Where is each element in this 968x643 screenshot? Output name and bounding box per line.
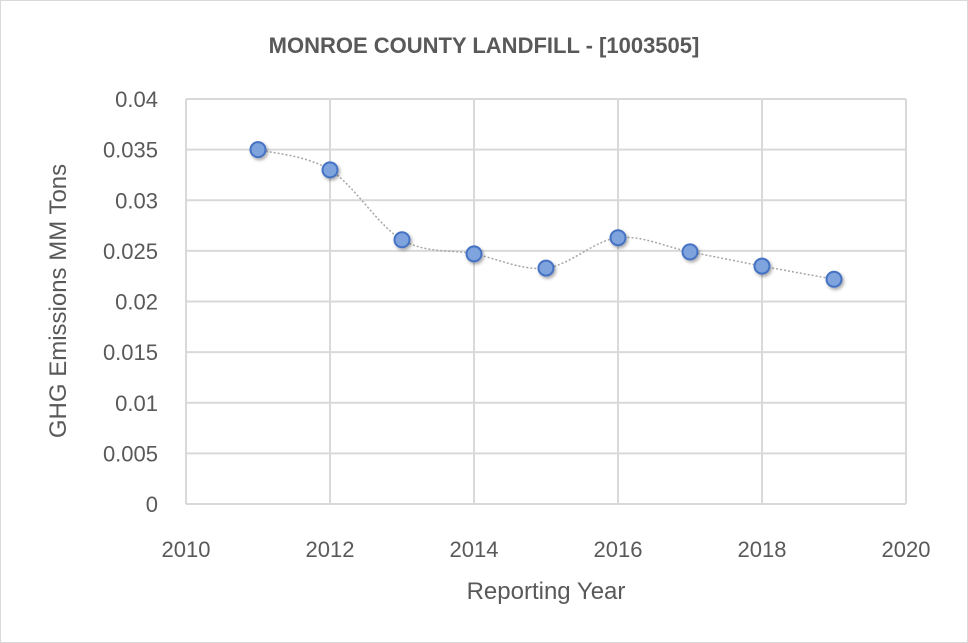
data-point [465, 245, 483, 263]
data-point [753, 257, 771, 275]
y-tick-label: 0.025 [103, 239, 158, 264]
x-tick-label: 2012 [306, 537, 355, 562]
x-tick-label: 2014 [450, 537, 499, 562]
x-tick-label: 2010 [162, 537, 211, 562]
data-point [249, 141, 267, 159]
y-tick-label: 0.02 [115, 290, 158, 315]
data-point [537, 259, 555, 277]
x-axis-label: Reporting Year [467, 578, 626, 605]
data-point [393, 231, 411, 249]
x-tick-label: 2018 [738, 537, 787, 562]
x-tick-label: 2016 [594, 537, 643, 562]
x-tick-label: 2020 [882, 537, 931, 562]
y-tick-label: 0.005 [103, 441, 158, 466]
chart-title: MONROE COUNTY LANDFILL - [1003505] [269, 33, 700, 58]
data-point [681, 243, 699, 261]
data-point [825, 270, 843, 288]
y-tick-label: 0 [146, 492, 158, 517]
y-tick-label: 0.015 [103, 340, 158, 365]
y-tick-label: 0.01 [115, 391, 158, 416]
y-tick-label: 0.04 [115, 87, 158, 112]
y-tick-label: 0.035 [103, 138, 158, 163]
y-axis-label: GHG Emissions MM Tons [45, 164, 72, 438]
data-point [609, 229, 627, 247]
y-tick-label: 0.03 [115, 188, 158, 213]
data-point [321, 161, 339, 179]
